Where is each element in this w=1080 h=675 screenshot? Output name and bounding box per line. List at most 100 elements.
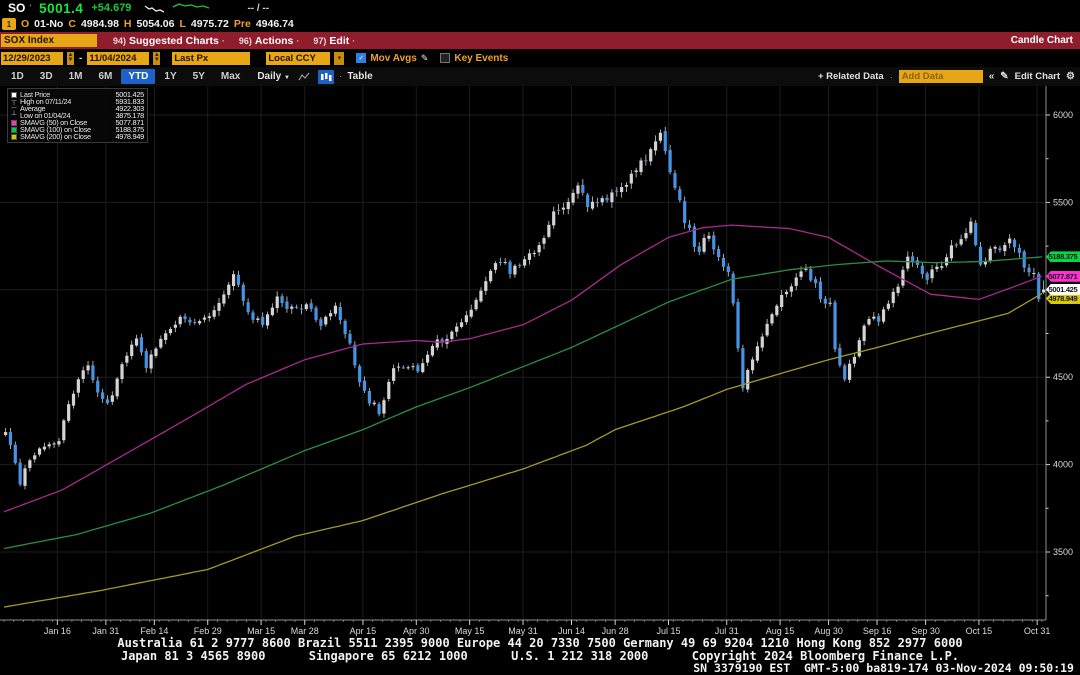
menu-item-actions[interactable]: 96) Actions · <box>238 34 300 47</box>
currency-input[interactable] <box>266 51 331 65</box>
legend-row: ─ Average 4922.303 <box>11 104 145 113</box>
session-bar: 1 O 01-No C 4984.98 H 5054.06 L 4975.72 … <box>0 16 1080 32</box>
svg-text:Jul 31: Jul 31 <box>715 626 739 636</box>
svg-text:Jun 14: Jun 14 <box>558 626 585 636</box>
svg-text:4500: 4500 <box>1053 372 1073 382</box>
svg-text:Apr 15: Apr 15 <box>350 626 377 636</box>
svg-text:2024: 2024 <box>515 636 532 638</box>
square-marker-icon <box>11 126 17 133</box>
edit-chart-button[interactable]: Edit Chart <box>1014 71 1061 82</box>
prev-label: Pre <box>233 18 251 30</box>
svg-text:5500: 5500 <box>1053 197 1073 207</box>
security-field[interactable]: SOX Index <box>1 34 97 47</box>
open-value: 01-No <box>34 18 64 30</box>
svg-text:Oct 31: Oct 31 <box>1024 626 1051 636</box>
date-to-input[interactable] <box>87 51 150 65</box>
menu-item-suggested-charts[interactable]: 94) Suggested Charts · <box>113 34 225 47</box>
svg-text:May 15: May 15 <box>455 626 485 636</box>
square-marker-icon <box>11 119 17 126</box>
price-badge: 5188.375 <box>1046 251 1080 263</box>
candle-chart-icon[interactable] <box>317 69 334 84</box>
table-button[interactable]: Table <box>347 71 373 82</box>
chart-type-label: Candle Chart <box>1010 35 1073 46</box>
legend-row: SMAVG (50) on Close 5077.871 <box>11 118 144 127</box>
svg-text:Jan 31: Jan 31 <box>92 626 119 636</box>
separator-dot: · <box>338 71 343 82</box>
range-tab-3d[interactable]: 3D <box>39 71 53 82</box>
svg-text:Oct 15: Oct 15 <box>966 626 993 636</box>
price-badge: 4978.949 <box>1046 293 1080 305</box>
close-value: 4984.98 <box>80 18 119 30</box>
svg-text:Jun 28: Jun 28 <box>602 626 629 636</box>
mov-avgs-checkbox[interactable]: ✓ <box>356 53 367 63</box>
currency-dropdown-icon[interactable]: ▾ <box>334 51 345 65</box>
related-data-dot: · <box>889 71 893 82</box>
range-tab-1y[interactable]: 1Y <box>164 71 177 82</box>
menu-item-edit[interactable]: 97) Edit · <box>313 34 356 47</box>
key-events-label[interactable]: Key Events <box>454 52 509 64</box>
range-tab-1d[interactable]: 1D <box>11 71 24 82</box>
svg-text:Sep 16: Sep 16 <box>863 626 892 636</box>
range-tab-1m[interactable]: 1M <box>68 71 83 82</box>
svg-text:Mar 15: Mar 15 <box>247 626 275 636</box>
menu-bar: SOX Index 94) Suggested Charts · 96) Actions… <box>0 32 1080 49</box>
svg-text:Jul 15: Jul 15 <box>656 626 680 636</box>
svg-text:Apr 30: Apr 30 <box>403 626 430 636</box>
low-marker-icon: ┴ <box>11 111 17 119</box>
date-from-input[interactable] <box>1 51 63 65</box>
tick-mark: ' <box>29 3 32 13</box>
range-tab-6m[interactable]: 6M <box>98 71 113 82</box>
date-to-stepper[interactable]: ▲ ▼ <box>153 51 161 65</box>
tab-bar-right: + Related Data · « ✎ Edit Chart ⚙ <box>818 70 1075 83</box>
range-tabs: 1D 3D 1M 6M YTD 1Y 5Y Max <box>4 69 247 84</box>
footer-contacts-line2: Japan 81 3 4565 8900 Singapore 65 6212 1… <box>120 649 960 663</box>
controls-bar: ▲▼ - ▲▼ ▾ ✓ Mov Avgs ✎ Key Events <box>0 49 1080 67</box>
ticker-symbol: SO <box>8 1 26 15</box>
range-tab-max[interactable]: Max <box>220 71 241 82</box>
high-label: H <box>123 18 132 30</box>
last-price: 5001.4 <box>39 0 84 16</box>
menu-items: 94) Suggested Charts · 96) Actions · 97) Edit · <box>113 35 355 47</box>
mov-avgs-label[interactable]: Mov Avgs <box>370 52 417 64</box>
prev-value: 4946.74 <box>255 18 294 30</box>
alert-icon[interactable]: 1 <box>2 18 16 30</box>
date-from-stepper[interactable]: ▲ ▼ <box>67 51 74 65</box>
svg-text:4000: 4000 <box>1053 460 1073 470</box>
price-badge: 5001.425 <box>1046 284 1080 296</box>
legend-row: SMAVG (200) on Close 4978.949 <box>11 132 144 141</box>
related-data-button[interactable]: + Related Data <box>817 71 884 82</box>
line-chart-icon[interactable] <box>296 70 312 84</box>
range-tab-ytd[interactable]: YTD <box>121 69 156 84</box>
svg-text:Sep 30: Sep 30 <box>911 626 940 636</box>
low-value: 4975.72 <box>190 18 229 30</box>
footer-contacts-line1: Australia 61 2 9777 8600 Brazil 5511 239… <box>117 636 963 650</box>
range-tab-5y[interactable]: 5Y <box>192 71 205 82</box>
add-data-input[interactable] <box>898 70 983 83</box>
date-range-separator: - <box>79 52 83 64</box>
high-marker-icon: ┬ <box>11 97 17 105</box>
legend-row: Last Price 5001.425 <box>11 90 144 99</box>
svg-text:Jan 16: Jan 16 <box>44 626 71 636</box>
low-label: L <box>179 18 186 30</box>
price-type-input[interactable] <box>172 51 251 65</box>
price-badge: 5077.871 <box>1046 270 1080 282</box>
high-value: 5054.06 <box>136 18 175 30</box>
settings-gear-icon[interactable]: ⚙ <box>1066 71 1075 82</box>
legend-row: ┬ High on 07/11/24 5931.833 <box>11 97 145 106</box>
frequency-dropdown[interactable]: Daily ▼ <box>257 71 290 82</box>
edit-chart-pencil-icon[interactable]: ✎ <box>1000 71 1009 82</box>
square-marker-icon <box>11 133 17 140</box>
key-events-checkbox[interactable] <box>440 53 451 63</box>
price-change: +54.679 <box>91 2 132 14</box>
legend-row: SMAVG (100) on Close 5188.375 <box>11 125 144 134</box>
chart-legend: Last Price 5001.425 ┬ High on 07/11/24 5931.… <box>7 88 148 143</box>
open-label: O <box>21 18 30 30</box>
svg-text:May 31: May 31 <box>508 626 538 636</box>
mov-avgs-edit-icon[interactable]: ✎ <box>420 52 429 63</box>
tab-bar: 1D 3D 1M 6M YTD 1Y 5Y Max Daily ▼ · Table + Rel… <box>0 67 1080 86</box>
collapse-button[interactable]: « <box>988 71 995 82</box>
svg-text:6000: 6000 <box>1053 110 1073 120</box>
